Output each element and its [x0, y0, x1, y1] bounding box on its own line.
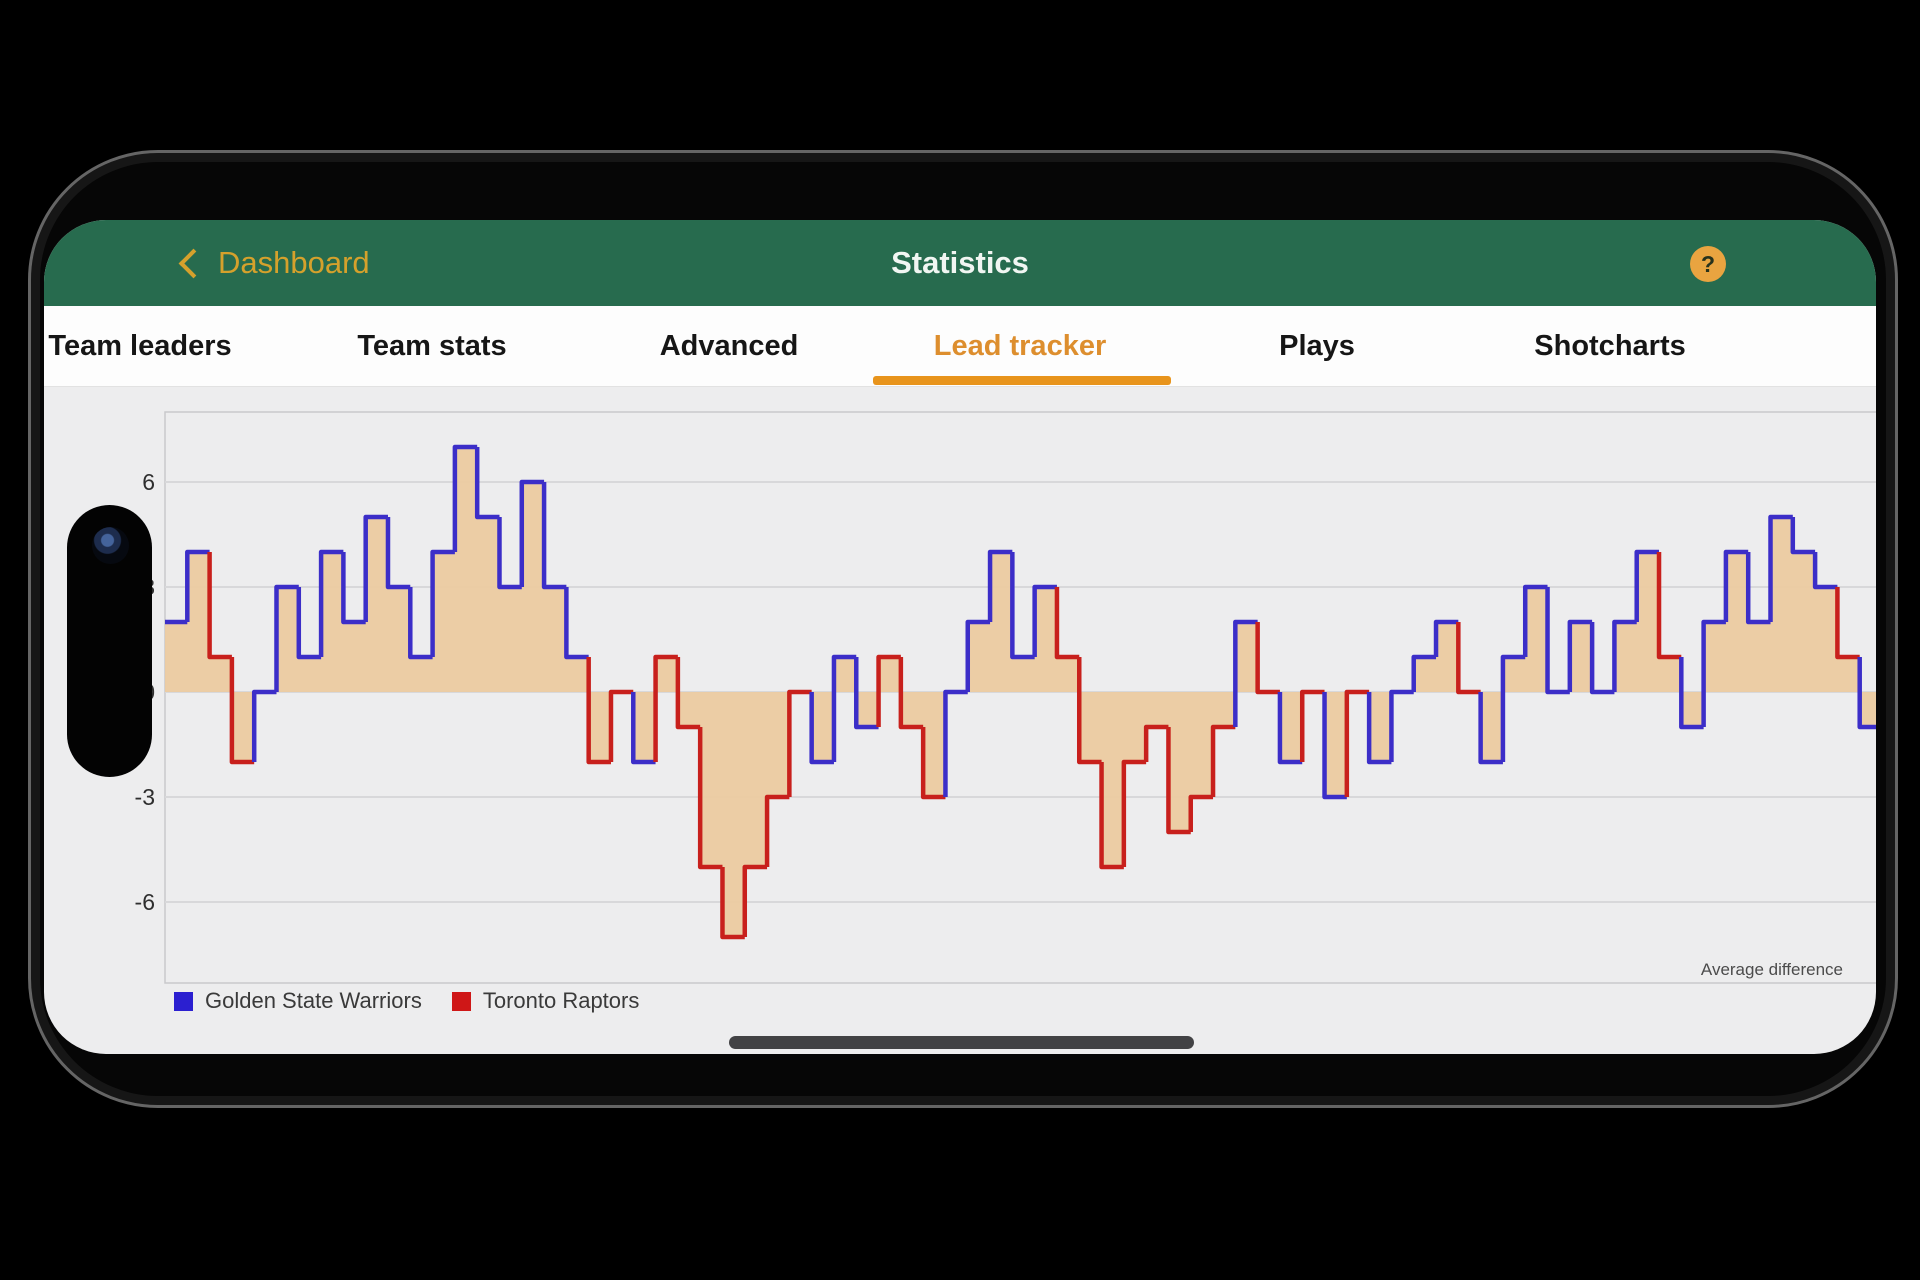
home-indicator[interactable]	[729, 1036, 1194, 1049]
active-tab-underline	[873, 376, 1171, 385]
page-title: Statistics	[891, 245, 1029, 280]
question-mark-icon: ?	[1700, 250, 1716, 277]
help-button[interactable]: ?	[1690, 246, 1726, 282]
back-button[interactable]: Dashboard	[178, 220, 370, 306]
tab-team-leaders[interactable]: Team leaders	[48, 329, 232, 362]
axis-caption: Average difference	[1700, 960, 1843, 979]
legend-swatch-tor	[451, 991, 471, 1011]
tab-team-stats[interactable]: Team stats	[357, 329, 507, 362]
svg-text:-3: -3	[135, 784, 155, 810]
front-camera-icon	[92, 527, 129, 564]
svg-text:-6: -6	[135, 889, 155, 915]
back-button-label: Dashboard	[218, 245, 370, 280]
chart-legend: Golden State Warriors Toronto Raptors	[174, 988, 639, 1014]
tab-lead-tracker[interactable]: Lead tracker	[933, 329, 1107, 362]
tab-plays[interactable]: Plays	[1279, 329, 1355, 362]
tab-shotcharts[interactable]: Shotcharts	[1534, 329, 1686, 362]
tab-bar: Team leaders Team stats Advanced Lead tr…	[44, 306, 1876, 387]
phone-screen: 630-3-6 Dashboard Statistics ? Team lead…	[44, 220, 1876, 1054]
legend-item-warriors: Golden State Warriors	[174, 988, 422, 1014]
legend-label-tor: Toronto Raptors	[482, 988, 640, 1013]
lead-tracker-chart: 630-3-6	[135, 411, 1876, 984]
chevron-left-icon	[178, 248, 209, 279]
nav-header: Dashboard Statistics ?	[44, 220, 1876, 308]
svg-text:6: 6	[142, 469, 155, 495]
legend-label-gsw: Golden State Warriors	[205, 988, 422, 1013]
legend-swatch-gsw	[174, 991, 193, 1011]
dynamic-island	[67, 505, 152, 777]
tab-advanced[interactable]: Advanced	[659, 329, 799, 362]
legend-item-raptors: Toronto Raptors	[451, 988, 640, 1014]
